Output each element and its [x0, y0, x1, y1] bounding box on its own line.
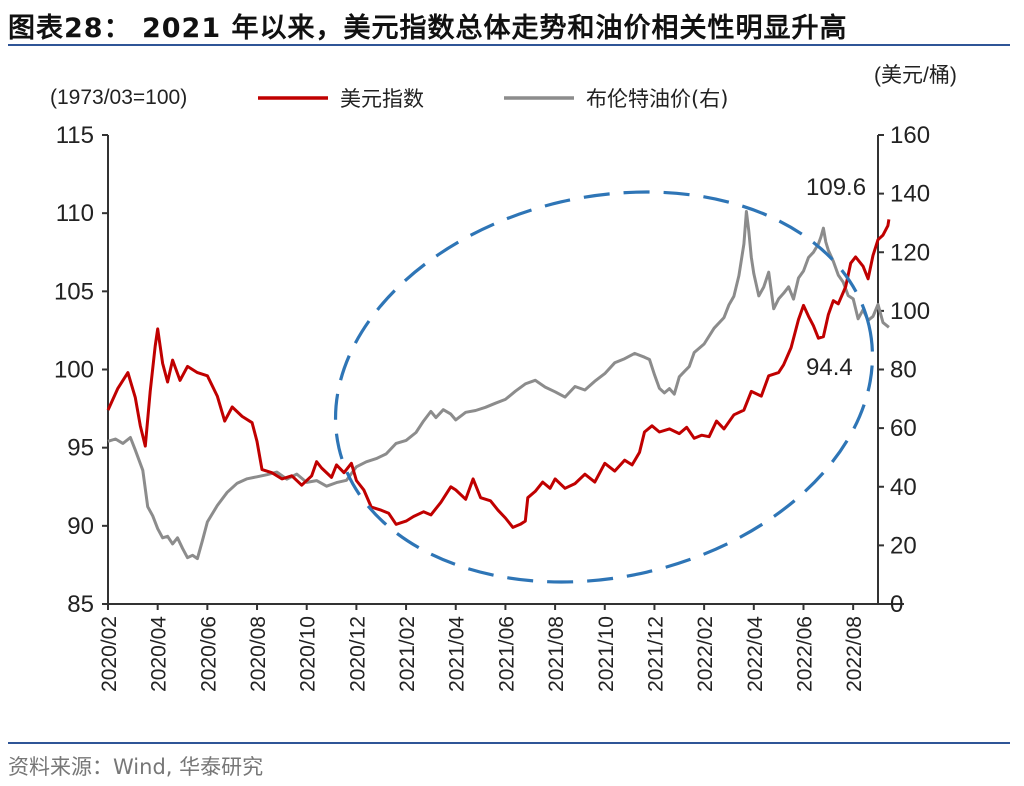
left-tick-label: 110: [56, 200, 94, 227]
axes: 85 90 95 100 105 110 115 0 20 40 60 80 100 120 140 160 2…: [50, 64, 957, 692]
right-tick-label: 0: [890, 591, 903, 618]
left-tick-label: 105: [54, 278, 94, 305]
x-tick-label: 2021/08: [545, 616, 568, 692]
chart-title: 图表28： 2021 年以来，美元指数总体走势和油价相关性明显升高: [8, 13, 848, 44]
annotation-brent-last: 94.4: [806, 354, 853, 381]
series-line-usd-index: [106, 219, 891, 529]
x-tick-label: 2022/06: [793, 616, 816, 692]
footer-rule: [8, 742, 1010, 744]
right-tick-label: 140: [890, 181, 930, 208]
x-tick-label: 2020/10: [297, 616, 320, 692]
x-tick-label: 2020/12: [346, 616, 369, 692]
right-tick-label: 80: [890, 357, 917, 384]
x-tick-label: 2021/10: [595, 616, 618, 692]
right-tick-label: 160: [890, 122, 930, 149]
source-note: 资料来源：Wind, 华泰研究: [8, 755, 264, 779]
right-axis-unit: (美元/桶): [874, 64, 957, 87]
x-tick-label: 2021/04: [446, 616, 469, 692]
legend-label-brent: 布伦特油价(右): [586, 87, 728, 111]
x-tick-label: 2022/08: [843, 616, 866, 692]
x-tick-label: 2021/06: [495, 616, 518, 692]
left-tick-label: 85: [67, 591, 94, 618]
annotation-layer: 109.6 94.4: [333, 174, 875, 584]
annotation-usd-last: 109.6: [806, 174, 866, 201]
right-tick-label: 60: [890, 415, 917, 442]
right-tick-label: 100: [890, 298, 930, 325]
left-tick-label: 95: [67, 435, 94, 462]
header-rule: [8, 44, 1010, 46]
legend: 美元指数 布伦特油价(右): [258, 87, 728, 111]
x-tick-label: 2020/02: [98, 616, 121, 692]
x-tick-label: 2020/04: [148, 616, 171, 692]
x-tick-label: 2021/02: [396, 616, 419, 692]
highlight-ellipse: [333, 190, 875, 584]
series-line-brent: [107, 210, 890, 561]
right-tick-label: 40: [890, 474, 917, 501]
left-axis-note: (1973/03=100): [50, 86, 187, 109]
x-tick-label: 2020/06: [197, 616, 220, 692]
left-tick-label: 90: [67, 513, 94, 540]
x-tick-label: 2022/04: [744, 616, 767, 692]
right-tick-label: 120: [890, 239, 930, 266]
x-tick-label: 2021/12: [644, 616, 667, 692]
x-tick-label: 2022/02: [694, 616, 717, 692]
right-tick-label: 20: [890, 532, 917, 559]
series-layer: [106, 210, 891, 561]
x-tick-label: 2020/08: [247, 616, 270, 692]
left-tick-label: 115: [56, 122, 94, 149]
left-tick-label: 100: [54, 357, 94, 384]
legend-label-usd-index: 美元指数: [340, 87, 424, 111]
